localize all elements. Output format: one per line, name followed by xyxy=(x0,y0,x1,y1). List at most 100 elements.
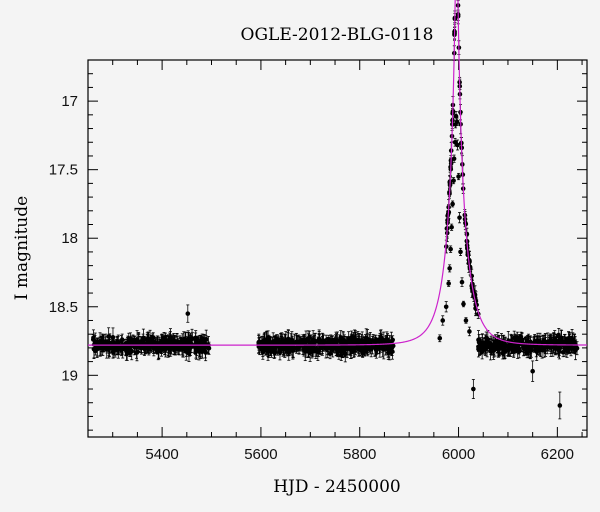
data-point xyxy=(273,338,279,344)
data-point xyxy=(284,347,290,353)
data-point xyxy=(386,344,391,350)
data-point xyxy=(338,353,344,358)
data-point xyxy=(335,338,340,343)
data-point xyxy=(123,346,129,351)
data-point xyxy=(186,351,192,356)
data-point xyxy=(166,343,172,349)
data-point xyxy=(507,345,512,351)
data-point xyxy=(379,337,384,343)
data-point xyxy=(497,342,502,348)
data-point xyxy=(440,318,446,323)
x-tick-label: 5400 xyxy=(145,446,178,463)
data-point xyxy=(359,345,364,351)
data-point xyxy=(518,334,524,340)
data-point xyxy=(316,338,322,344)
data-point xyxy=(302,349,308,354)
data-point xyxy=(373,345,379,350)
data-point xyxy=(188,342,193,347)
data-point xyxy=(372,339,378,345)
x-axis-label: HJD - 2450000 xyxy=(273,477,401,497)
data-point xyxy=(448,246,453,252)
data-point xyxy=(390,343,396,349)
data-point xyxy=(107,345,112,351)
data-point xyxy=(279,339,285,344)
data-point xyxy=(153,340,159,345)
data-point xyxy=(269,346,274,352)
data-point xyxy=(537,339,543,345)
data-point xyxy=(194,348,199,353)
data-point xyxy=(451,178,456,183)
data-point xyxy=(542,339,548,345)
data-point xyxy=(455,142,460,148)
y-tick-label: 18.5 xyxy=(49,299,78,316)
data-point xyxy=(563,340,568,345)
data-point xyxy=(459,279,465,285)
data-point xyxy=(446,281,451,286)
data-point xyxy=(552,340,557,346)
data-point xyxy=(351,335,356,340)
data-point xyxy=(106,334,111,339)
data-point xyxy=(140,338,146,344)
y-tick-label: 19 xyxy=(61,367,78,384)
data-point xyxy=(340,337,346,342)
data-point xyxy=(480,341,486,346)
data-point xyxy=(482,346,488,352)
data-point xyxy=(266,341,271,346)
data-point xyxy=(150,338,155,343)
data-point xyxy=(356,339,362,345)
data-point xyxy=(185,311,191,316)
data-point xyxy=(461,301,466,307)
data-point xyxy=(307,335,312,340)
data-point xyxy=(129,348,135,354)
data-point xyxy=(449,224,454,230)
data-point xyxy=(463,318,469,323)
data-point xyxy=(530,368,535,374)
y-tick-label: 18 xyxy=(61,230,78,247)
x-tick-label: 5600 xyxy=(244,446,277,463)
data-point xyxy=(335,348,341,353)
x-tick-label: 6200 xyxy=(541,446,574,463)
chart-title: OGLE-2012-BLG-0118 xyxy=(241,25,434,45)
data-point xyxy=(265,335,271,341)
data-point xyxy=(560,349,566,355)
data-point xyxy=(156,348,162,353)
data-point xyxy=(567,340,572,345)
data-point xyxy=(338,344,344,350)
data-point xyxy=(524,350,530,356)
data-point xyxy=(548,340,553,345)
x-tick-label: 5800 xyxy=(343,446,376,463)
data-point xyxy=(110,335,116,340)
data-point xyxy=(538,345,543,351)
data-point xyxy=(467,329,472,334)
data-point xyxy=(447,266,452,271)
y-axis-label: I magnitude xyxy=(12,196,32,300)
data-point xyxy=(528,347,533,352)
data-point xyxy=(363,335,369,341)
model-curve xyxy=(88,0,587,346)
data-point xyxy=(277,350,283,355)
data-point xyxy=(348,346,354,352)
data-point xyxy=(458,249,463,255)
data-point xyxy=(450,201,455,207)
data-point xyxy=(129,339,135,345)
data-point xyxy=(457,215,462,220)
data-point xyxy=(557,403,563,408)
plot-area: 5400 5600 5800 6000 6200 17 17.5 18 18.5 19 xyxy=(49,0,588,463)
plot-frame xyxy=(87,59,588,438)
x-tick-label: 6000 xyxy=(442,446,475,463)
data-point xyxy=(501,347,507,352)
data-point xyxy=(453,113,459,119)
data-point xyxy=(514,343,520,348)
data-point xyxy=(126,336,132,342)
data-point xyxy=(509,342,515,348)
data-point xyxy=(120,346,125,352)
y-tick-label: 17.5 xyxy=(49,162,78,179)
y-tick-label: 17 xyxy=(61,93,78,110)
data-point xyxy=(381,347,387,352)
data-point xyxy=(170,339,176,345)
data-point xyxy=(134,350,140,355)
data-point xyxy=(526,339,531,345)
data-point xyxy=(289,340,295,346)
data-point xyxy=(496,347,501,352)
